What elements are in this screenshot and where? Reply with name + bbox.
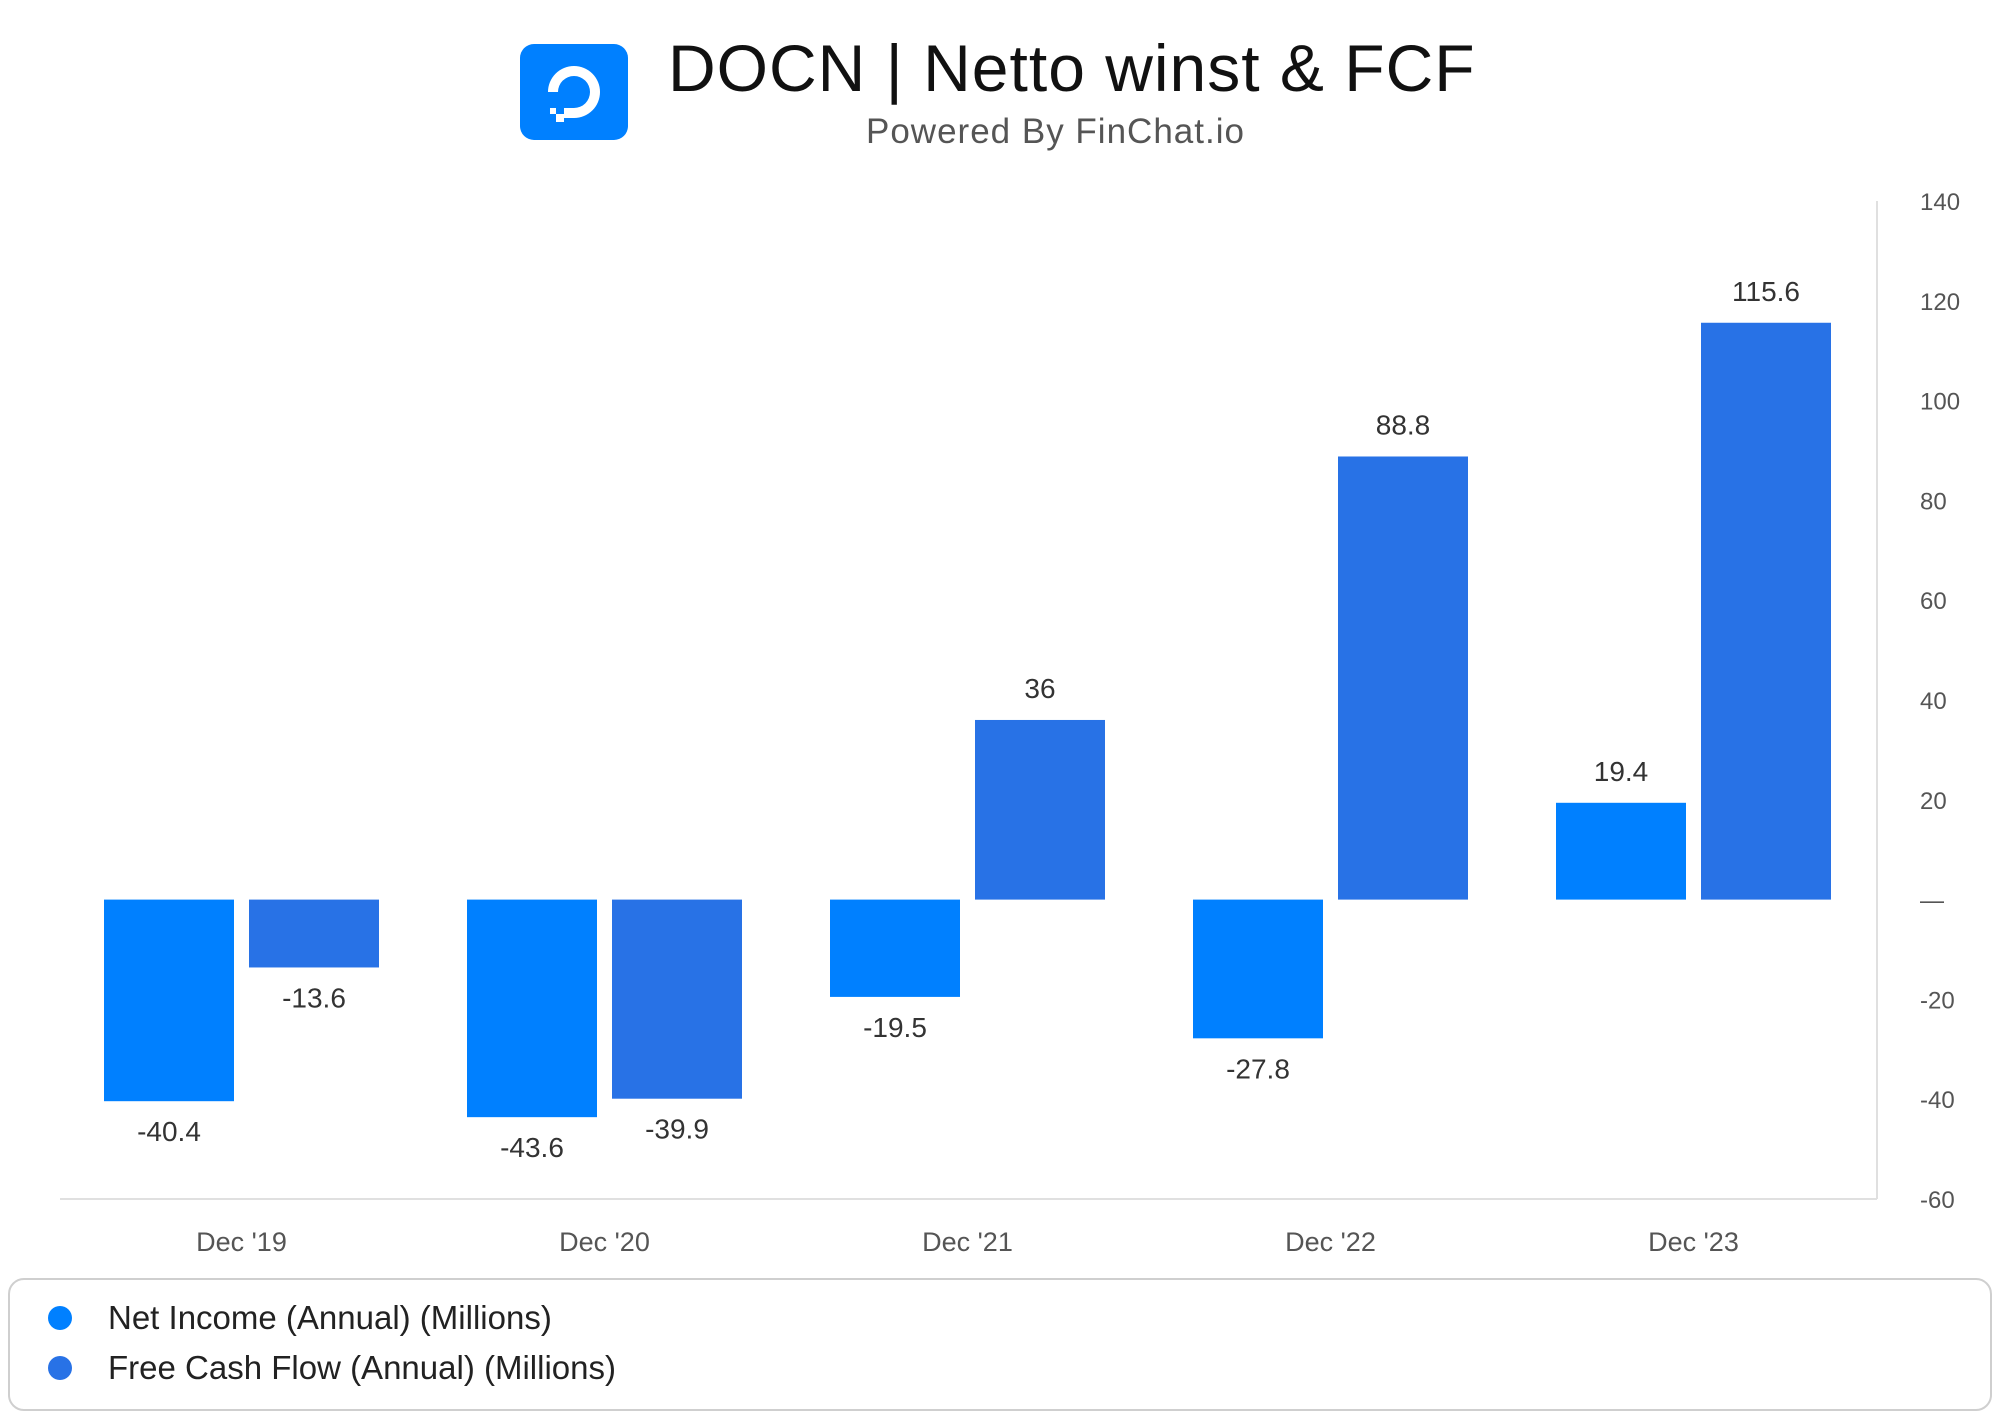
y-tick-label: -20: [1920, 987, 1955, 1014]
data-label-free-cash-flow: 115.6: [1732, 276, 1800, 307]
data-label-net-income: -40.4: [137, 1116, 201, 1147]
legend-swatch-free-cash-flow: [48, 1356, 72, 1380]
x-tick-label: Dec '19: [196, 1227, 287, 1257]
x-tick-label: Dec '21: [922, 1227, 1013, 1257]
y-tick-label: —: [1920, 888, 1944, 915]
data-label-net-income: -27.8: [1226, 1053, 1290, 1084]
data-label-net-income: -19.5: [863, 1012, 927, 1043]
legend-item-free-cash-flow[interactable]: Free Cash Flow (Annual) (Millions): [48, 1346, 616, 1390]
chart-legend: Net Income (Annual) (Millions) Free Cash…: [8, 1278, 1992, 1411]
bar-net-income: [104, 899, 234, 1102]
bar-net-income: [1193, 899, 1323, 1039]
data-label-net-income: -43.6: [500, 1132, 564, 1163]
bar-net-income: [830, 899, 960, 997]
y-tick-label: -40: [1920, 1087, 1955, 1114]
data-label-free-cash-flow: -13.6: [282, 982, 346, 1013]
legend-item-net-income[interactable]: Net Income (Annual) (Millions): [48, 1296, 552, 1340]
bar-free-cash-flow: [1338, 456, 1468, 900]
bar-free-cash-flow: [249, 899, 379, 968]
bar-net-income: [467, 899, 597, 1118]
legend-label-free-cash-flow: Free Cash Flow (Annual) (Millions): [108, 1349, 616, 1386]
bar-free-cash-flow: [612, 899, 742, 1099]
legend-swatch-net-income: [48, 1306, 72, 1330]
data-label-free-cash-flow: 88.8: [1376, 409, 1431, 440]
x-tick-label: Dec '20: [559, 1227, 650, 1257]
y-tick-label: 40: [1920, 688, 1947, 715]
bar-free-cash-flow: [1701, 322, 1831, 900]
x-tick-label: Dec '23: [1648, 1227, 1739, 1257]
chart-subtitle: Powered By FinChat.io: [866, 112, 1245, 151]
y-tick-label: 20: [1920, 788, 1947, 815]
bar-net-income: [1556, 802, 1686, 900]
data-label-free-cash-flow: 36: [1024, 673, 1055, 704]
y-tick-label: 100: [1920, 389, 1960, 416]
bar-free-cash-flow: [975, 719, 1105, 900]
chart-header: DOCN | Netto winst & FCF Powered By FinC…: [0, 0, 2000, 170]
y-tick-label: 60: [1920, 588, 1947, 615]
y-tick-label: 140: [1920, 189, 1960, 216]
legend-label-net-income: Net Income (Annual) (Millions): [108, 1299, 552, 1336]
data-label-net-income: 19.4: [1594, 756, 1649, 787]
y-tick-label: 80: [1920, 488, 1947, 515]
digitalocean-logo-icon: [520, 44, 628, 140]
bar-chart: 140 120 100 80 60 40 20 — -20 -40 -60 Dec '19 -40.4 -…: [60, 189, 1960, 1257]
y-tick-label: 120: [1920, 289, 1960, 316]
data-label-free-cash-flow: -39.9: [645, 1114, 709, 1145]
chart-title: DOCN | Netto winst & FCF: [668, 31, 1476, 105]
y-tick-label: -60: [1920, 1187, 1955, 1214]
x-tick-label: Dec '22: [1285, 1227, 1376, 1257]
